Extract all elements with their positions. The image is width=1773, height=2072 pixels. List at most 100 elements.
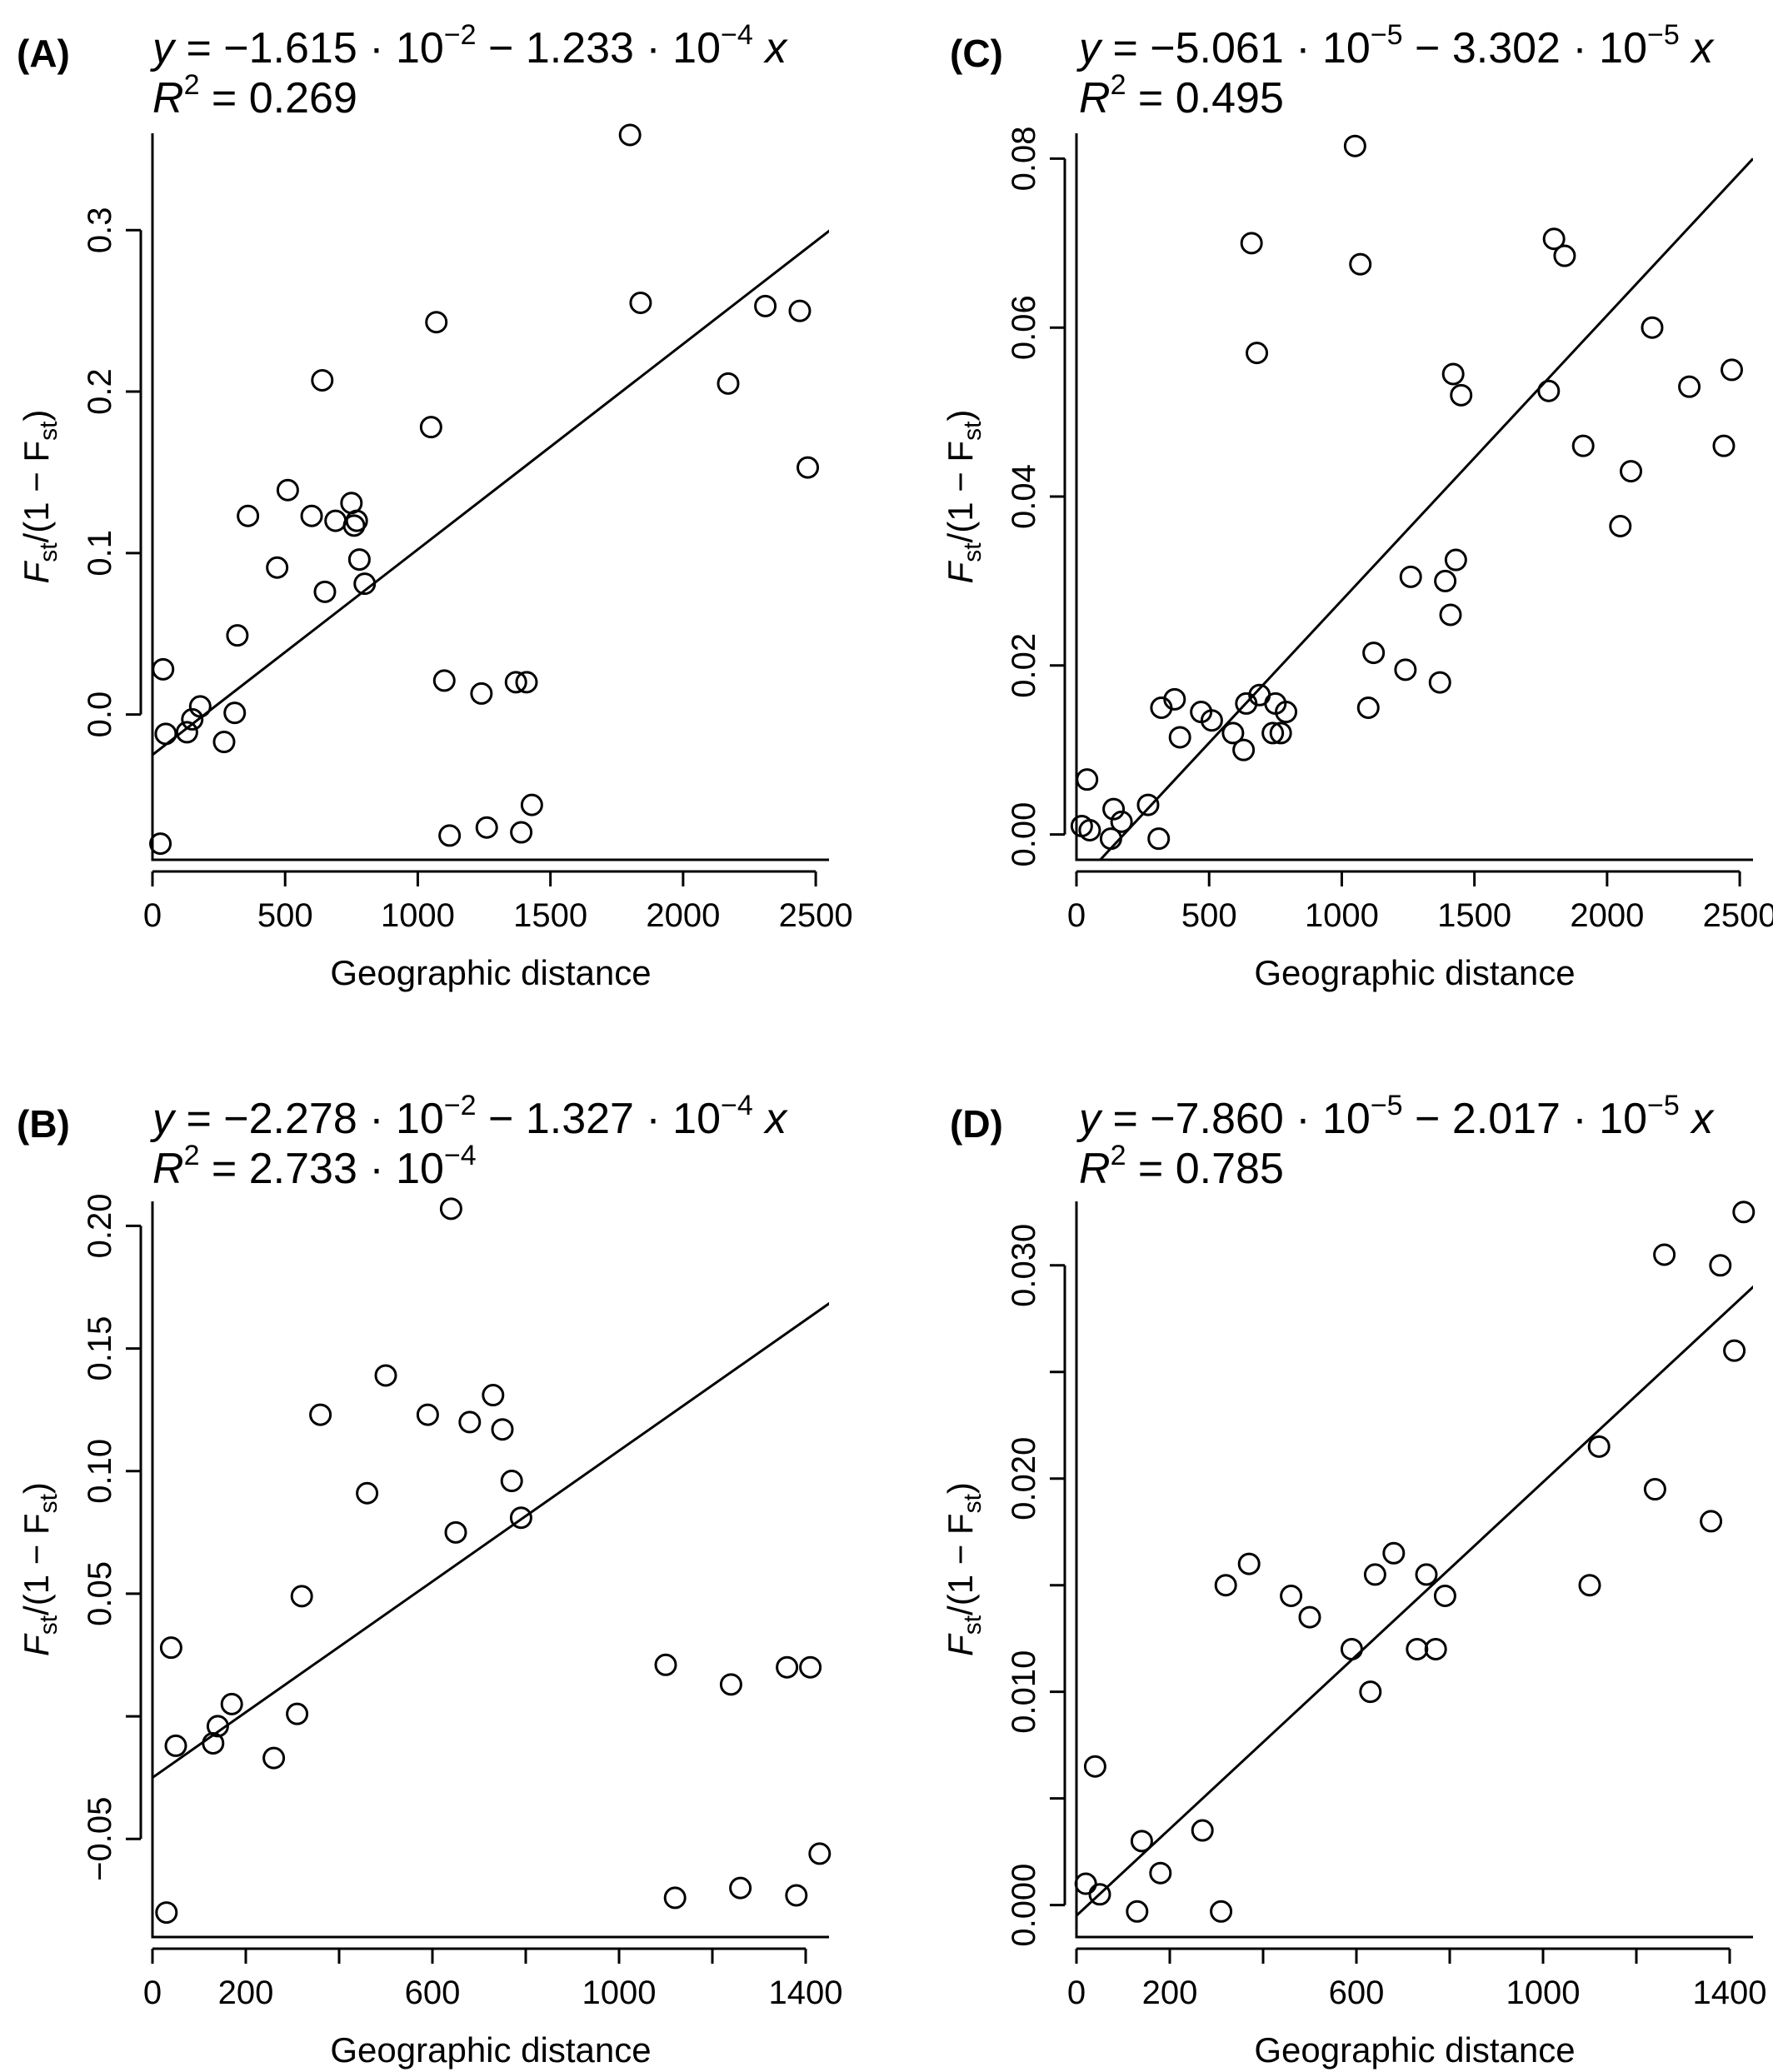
slope-exponent: −5 [1647, 1090, 1680, 1121]
data-point [1078, 819, 1101, 842]
data-point [175, 721, 198, 744]
y-axis-title: Fst/(1 − Fst) [941, 1482, 986, 1656]
regression-equation: y = −1.615 · 10−2 − 1.233 · 10−4 x [150, 19, 788, 72]
data-point [1537, 379, 1561, 402]
data-point [347, 548, 371, 572]
data-point [1074, 1872, 1097, 1895]
data-point [1712, 434, 1736, 457]
data-point [154, 722, 177, 746]
panel-label: (C) [950, 32, 1003, 75]
data-point [149, 832, 172, 856]
slope-exponent: −4 [721, 19, 753, 51]
data-point [808, 1842, 832, 1865]
data-point [309, 1403, 332, 1426]
data-point [1298, 1605, 1321, 1629]
data-point [220, 1692, 243, 1715]
slope-exponent: −5 [1647, 19, 1680, 51]
data-point [491, 1418, 514, 1441]
data-point [797, 456, 820, 479]
data-point [266, 556, 289, 579]
x-tick-label: 1000 [1305, 897, 1379, 934]
y-tick-label: 0.3 [82, 207, 118, 253]
data-point [1191, 1819, 1214, 1842]
r-squared: R2 = 0.785 [1079, 1140, 1284, 1193]
data-point [470, 682, 493, 705]
data-point [353, 572, 377, 596]
intercept-exponent: −5 [1371, 1090, 1403, 1121]
axis-frame [1075, 133, 1753, 861]
y-tick-label: 0.2 [82, 368, 118, 415]
data-point [1147, 827, 1171, 851]
data-point [188, 695, 212, 718]
data-point [1709, 1254, 1732, 1277]
y-tick-label: 0.020 [1006, 1437, 1042, 1520]
data-point [1237, 1552, 1261, 1575]
data-point [1394, 658, 1417, 682]
data-point [1643, 1478, 1666, 1501]
data-point [1441, 362, 1465, 386]
y-tick-label: 0.02 [1006, 633, 1042, 698]
y-tick-label: 0.00 [1006, 802, 1042, 867]
data-point [717, 372, 740, 395]
x-tick-label: 600 [405, 1975, 461, 2011]
data-point [164, 1734, 187, 1757]
data-point [719, 1673, 742, 1696]
data-point [788, 299, 812, 322]
data-point [799, 1655, 822, 1679]
data-point [1088, 1883, 1111, 1906]
x-tick-label: 2500 [779, 897, 853, 934]
y-axis-title: Fst/(1 − Fst) [17, 410, 62, 584]
data-point [1083, 1755, 1106, 1778]
data-point [202, 1731, 225, 1755]
data-point [1221, 721, 1245, 745]
x-tick-label: 500 [1181, 897, 1237, 934]
x-tick-label: 200 [218, 1975, 274, 2011]
data-point [212, 731, 236, 754]
panel-label: (A) [17, 32, 70, 75]
y-tick-label: 0.010 [1006, 1650, 1042, 1734]
y-tick-label: 0.04 [1006, 464, 1042, 529]
data-point [444, 1520, 467, 1544]
data-point [629, 291, 652, 314]
intercept-exponent: −2 [444, 19, 477, 51]
x-tick-label: 1400 [769, 1975, 843, 2011]
regression-equation: y = −7.860 · 10−5 − 2.017 · 10−5 x [1076, 1090, 1715, 1143]
x-axis-title: Geographic distance [1254, 2030, 1575, 2070]
x-tick-label: 1400 [1693, 1975, 1767, 2011]
axis-frame [151, 133, 829, 861]
data-point [374, 1364, 397, 1387]
data-point [654, 1653, 677, 1676]
data-point [1542, 227, 1566, 251]
data-point [1428, 671, 1451, 694]
slope-exponent: −4 [721, 1090, 753, 1121]
r-squared: R2 = 2.733 · 10−4 [152, 1140, 477, 1193]
regression-line [152, 1301, 829, 1779]
y-tick-label: 0.1 [82, 530, 118, 577]
data-point [1130, 1830, 1153, 1853]
r-squared: R2 = 0.495 [1079, 69, 1284, 122]
panel-d: (D) y = −7.860 · 10−5 − 2.017 · 10−5 xR2 … [941, 1090, 1767, 2070]
regression-line [1098, 157, 1753, 860]
data-point [500, 1470, 523, 1493]
regression-equation: y = −5.061 · 10−5 − 3.302 · 10−5 x [1076, 19, 1715, 72]
data-point [1553, 244, 1576, 267]
data-point [226, 624, 249, 647]
data-point [1653, 1243, 1676, 1266]
x-tick-label: 2500 [1703, 897, 1773, 934]
data-point [1434, 569, 1457, 592]
data-point [1343, 134, 1366, 157]
y-tick-label: 0.000 [1006, 1864, 1042, 1947]
data-point [1424, 1637, 1447, 1660]
x-axis-title: Geographic distance [1254, 953, 1575, 992]
data-point [475, 816, 498, 839]
y-tick-label: 0.15 [82, 1316, 118, 1381]
x-tick-label: 2000 [646, 897, 720, 934]
data-point [1362, 642, 1386, 665]
x-tick-label: 2000 [1570, 897, 1644, 934]
data-point [152, 657, 175, 681]
x-tick-label: 600 [1329, 1975, 1385, 2011]
data-point [313, 580, 337, 603]
data-point [1200, 709, 1223, 732]
data-point [276, 478, 299, 502]
data-point [1163, 687, 1186, 711]
